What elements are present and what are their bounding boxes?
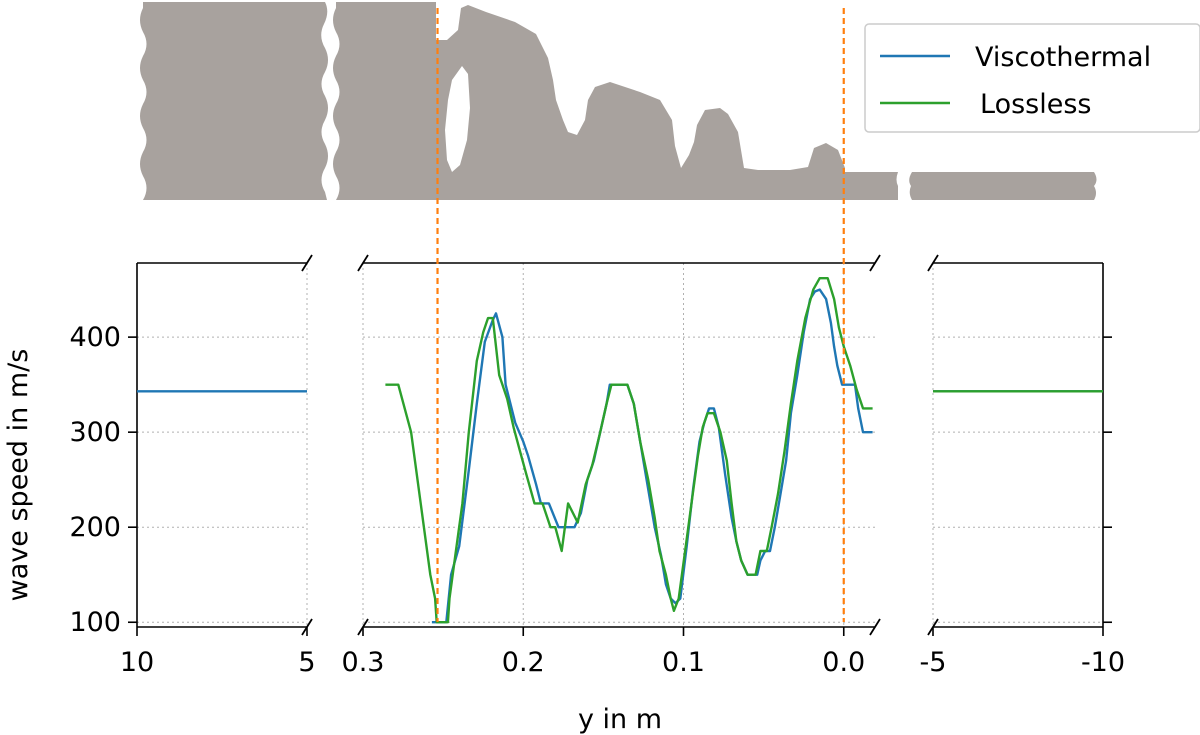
legend-box bbox=[864, 23, 1200, 133]
axis-break-mark bbox=[301, 254, 313, 272]
x-tick-label: 5 bbox=[298, 647, 315, 678]
y-axis-label: wave speed in m/s bbox=[3, 349, 34, 602]
y-tick-label: 200 bbox=[69, 512, 121, 543]
x-axis-label: y in m bbox=[578, 704, 662, 735]
x-tick-label: -10 bbox=[1081, 647, 1125, 678]
legend-label-viscothermal: Viscothermal bbox=[975, 42, 1151, 73]
axes-panel-left: 10 5 100 200 300 400 bbox=[69, 254, 316, 678]
series-line-lossless bbox=[385, 277, 873, 624]
axis-break-mark bbox=[869, 618, 881, 636]
axis-break-mark bbox=[869, 254, 881, 272]
x-tick-label: 0.1 bbox=[662, 647, 705, 678]
legend-label-lossless: Lossless bbox=[980, 89, 1091, 120]
axes-panel-center: 0.3 0.2 0.1 0.0 bbox=[342, 254, 881, 678]
axis-break-mark bbox=[927, 254, 939, 272]
legend: Viscothermal Lossless bbox=[864, 23, 1200, 133]
axis-break-mark bbox=[357, 254, 369, 272]
x-tick-label: 10 bbox=[120, 647, 154, 678]
geometry-block-left bbox=[140, 2, 328, 200]
series-line-viscothermal bbox=[431, 288, 873, 624]
axes-panel-right: -5 -10 bbox=[920, 254, 1125, 678]
geometry-profile bbox=[333, 2, 898, 200]
x-tick-label: 0.3 bbox=[342, 647, 385, 678]
x-tick-label: 0.0 bbox=[822, 647, 865, 678]
y-tick-label: 400 bbox=[69, 322, 121, 353]
y-tick-label: 300 bbox=[69, 417, 121, 448]
x-tick-label: -5 bbox=[920, 647, 947, 678]
reference-lines bbox=[436, 8, 845, 622]
y-tick-label: 100 bbox=[69, 607, 121, 638]
x-tick-label: 0.2 bbox=[502, 647, 545, 678]
geometry-schematic bbox=[140, 2, 1097, 200]
geometry-block-right bbox=[909, 172, 1097, 200]
